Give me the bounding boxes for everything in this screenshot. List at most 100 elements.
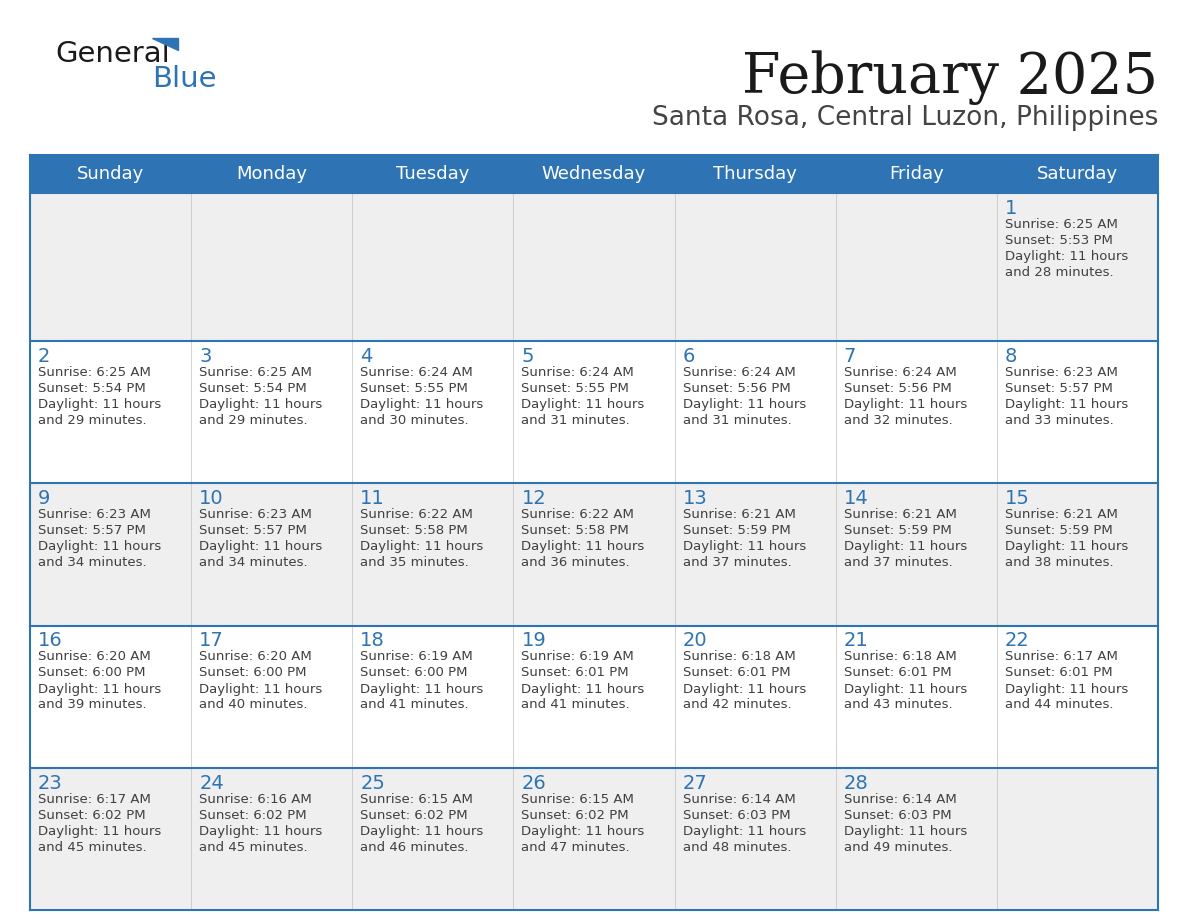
Text: 21: 21: [843, 632, 868, 651]
Text: Daylight: 11 hours: Daylight: 11 hours: [200, 682, 322, 696]
Text: and 34 minutes.: and 34 minutes.: [38, 556, 146, 569]
Text: and 42 minutes.: and 42 minutes.: [683, 699, 791, 711]
Text: 4: 4: [360, 347, 373, 366]
Text: Daylight: 11 hours: Daylight: 11 hours: [683, 682, 805, 696]
Text: Sunrise: 6:20 AM: Sunrise: 6:20 AM: [200, 651, 312, 664]
Text: Sunrise: 6:24 AM: Sunrise: 6:24 AM: [683, 366, 795, 379]
Text: Sunset: 5:56 PM: Sunset: 5:56 PM: [843, 382, 952, 395]
Text: Daylight: 11 hours: Daylight: 11 hours: [843, 541, 967, 554]
Text: Sunrise: 6:15 AM: Sunrise: 6:15 AM: [522, 793, 634, 806]
Text: Daylight: 11 hours: Daylight: 11 hours: [38, 824, 162, 838]
Text: Daylight: 11 hours: Daylight: 11 hours: [38, 398, 162, 411]
Bar: [191, 193, 353, 341]
Bar: [353, 193, 513, 341]
Text: 19: 19: [522, 632, 546, 651]
Text: Daylight: 11 hours: Daylight: 11 hours: [1005, 250, 1129, 263]
Text: and 48 minutes.: and 48 minutes.: [683, 841, 791, 854]
Text: Sunset: 5:56 PM: Sunset: 5:56 PM: [683, 382, 790, 395]
Bar: [675, 483, 835, 625]
Bar: [353, 483, 513, 625]
Text: Sunset: 6:01 PM: Sunset: 6:01 PM: [683, 666, 790, 679]
Text: 18: 18: [360, 632, 385, 651]
Text: 28: 28: [843, 774, 868, 793]
Text: Sunset: 6:02 PM: Sunset: 6:02 PM: [38, 809, 146, 822]
Text: Daylight: 11 hours: Daylight: 11 hours: [522, 398, 645, 411]
Text: Blue: Blue: [152, 65, 216, 93]
Text: 20: 20: [683, 632, 707, 651]
Bar: [513, 341, 675, 483]
Text: Sunrise: 6:15 AM: Sunrise: 6:15 AM: [360, 793, 473, 806]
Text: Daylight: 11 hours: Daylight: 11 hours: [1005, 682, 1129, 696]
Bar: [353, 341, 513, 483]
Text: Daylight: 11 hours: Daylight: 11 hours: [843, 682, 967, 696]
Bar: [191, 625, 353, 767]
Text: 23: 23: [38, 774, 63, 793]
Text: and 35 minutes.: and 35 minutes.: [360, 556, 469, 569]
Bar: [675, 193, 835, 341]
Text: Daylight: 11 hours: Daylight: 11 hours: [360, 682, 484, 696]
Text: Sunrise: 6:14 AM: Sunrise: 6:14 AM: [843, 793, 956, 806]
Text: Daylight: 11 hours: Daylight: 11 hours: [1005, 541, 1129, 554]
Bar: [513, 193, 675, 341]
Bar: [353, 625, 513, 767]
Text: Daylight: 11 hours: Daylight: 11 hours: [38, 682, 162, 696]
Text: and 30 minutes.: and 30 minutes.: [360, 414, 469, 427]
Text: and 31 minutes.: and 31 minutes.: [522, 414, 630, 427]
Text: 12: 12: [522, 489, 546, 509]
Text: Daylight: 11 hours: Daylight: 11 hours: [200, 541, 322, 554]
Text: Sunset: 6:01 PM: Sunset: 6:01 PM: [843, 666, 952, 679]
Text: 3: 3: [200, 347, 211, 366]
Text: and 38 minutes.: and 38 minutes.: [1005, 556, 1113, 569]
Text: 9: 9: [38, 489, 50, 509]
Text: Sunset: 5:58 PM: Sunset: 5:58 PM: [522, 524, 630, 537]
Polygon shape: [152, 38, 178, 50]
Text: Sunset: 6:00 PM: Sunset: 6:00 PM: [38, 666, 145, 679]
Text: Sunset: 5:59 PM: Sunset: 5:59 PM: [1005, 524, 1113, 537]
Text: Daylight: 11 hours: Daylight: 11 hours: [200, 824, 322, 838]
Text: and 41 minutes.: and 41 minutes.: [360, 699, 469, 711]
Text: 16: 16: [38, 632, 63, 651]
Text: Daylight: 11 hours: Daylight: 11 hours: [522, 824, 645, 838]
Text: Sunrise: 6:20 AM: Sunrise: 6:20 AM: [38, 651, 151, 664]
Text: Daylight: 11 hours: Daylight: 11 hours: [843, 824, 967, 838]
Text: Sunset: 5:55 PM: Sunset: 5:55 PM: [522, 382, 630, 395]
Text: February 2025: February 2025: [742, 50, 1158, 106]
Bar: [835, 341, 997, 483]
Text: Daylight: 11 hours: Daylight: 11 hours: [683, 824, 805, 838]
Text: 8: 8: [1005, 347, 1017, 366]
Bar: [835, 483, 997, 625]
Text: Sunset: 5:57 PM: Sunset: 5:57 PM: [38, 524, 146, 537]
Text: Sunset: 5:54 PM: Sunset: 5:54 PM: [38, 382, 146, 395]
Text: 10: 10: [200, 489, 223, 509]
Text: 7: 7: [843, 347, 857, 366]
Text: and 39 minutes.: and 39 minutes.: [38, 699, 146, 711]
Text: 11: 11: [360, 489, 385, 509]
Text: Sunrise: 6:18 AM: Sunrise: 6:18 AM: [843, 651, 956, 664]
Bar: [353, 767, 513, 910]
Text: Sunrise: 6:22 AM: Sunrise: 6:22 AM: [522, 509, 634, 521]
Bar: [30, 193, 191, 341]
Bar: [191, 483, 353, 625]
Text: 26: 26: [522, 774, 546, 793]
Text: 6: 6: [683, 347, 695, 366]
Text: Daylight: 11 hours: Daylight: 11 hours: [522, 541, 645, 554]
Text: Sunrise: 6:17 AM: Sunrise: 6:17 AM: [1005, 651, 1118, 664]
Text: and 45 minutes.: and 45 minutes.: [38, 841, 146, 854]
Bar: [997, 483, 1158, 625]
Text: and 44 minutes.: and 44 minutes.: [1005, 699, 1113, 711]
Text: and 37 minutes.: and 37 minutes.: [683, 556, 791, 569]
Text: and 47 minutes.: and 47 minutes.: [522, 841, 630, 854]
Text: Sunset: 6:02 PM: Sunset: 6:02 PM: [522, 809, 630, 822]
Text: Sunrise: 6:19 AM: Sunrise: 6:19 AM: [522, 651, 634, 664]
Text: 22: 22: [1005, 632, 1030, 651]
Text: and 43 minutes.: and 43 minutes.: [843, 699, 953, 711]
Text: Sunset: 5:58 PM: Sunset: 5:58 PM: [360, 524, 468, 537]
Text: Sunrise: 6:14 AM: Sunrise: 6:14 AM: [683, 793, 795, 806]
Text: Wednesday: Wednesday: [542, 165, 646, 183]
Text: Sunrise: 6:25 AM: Sunrise: 6:25 AM: [38, 366, 151, 379]
Text: General: General: [55, 40, 170, 68]
Bar: [513, 625, 675, 767]
Text: Thursday: Thursday: [713, 165, 797, 183]
Text: Saturday: Saturday: [1037, 165, 1118, 183]
Bar: [997, 341, 1158, 483]
